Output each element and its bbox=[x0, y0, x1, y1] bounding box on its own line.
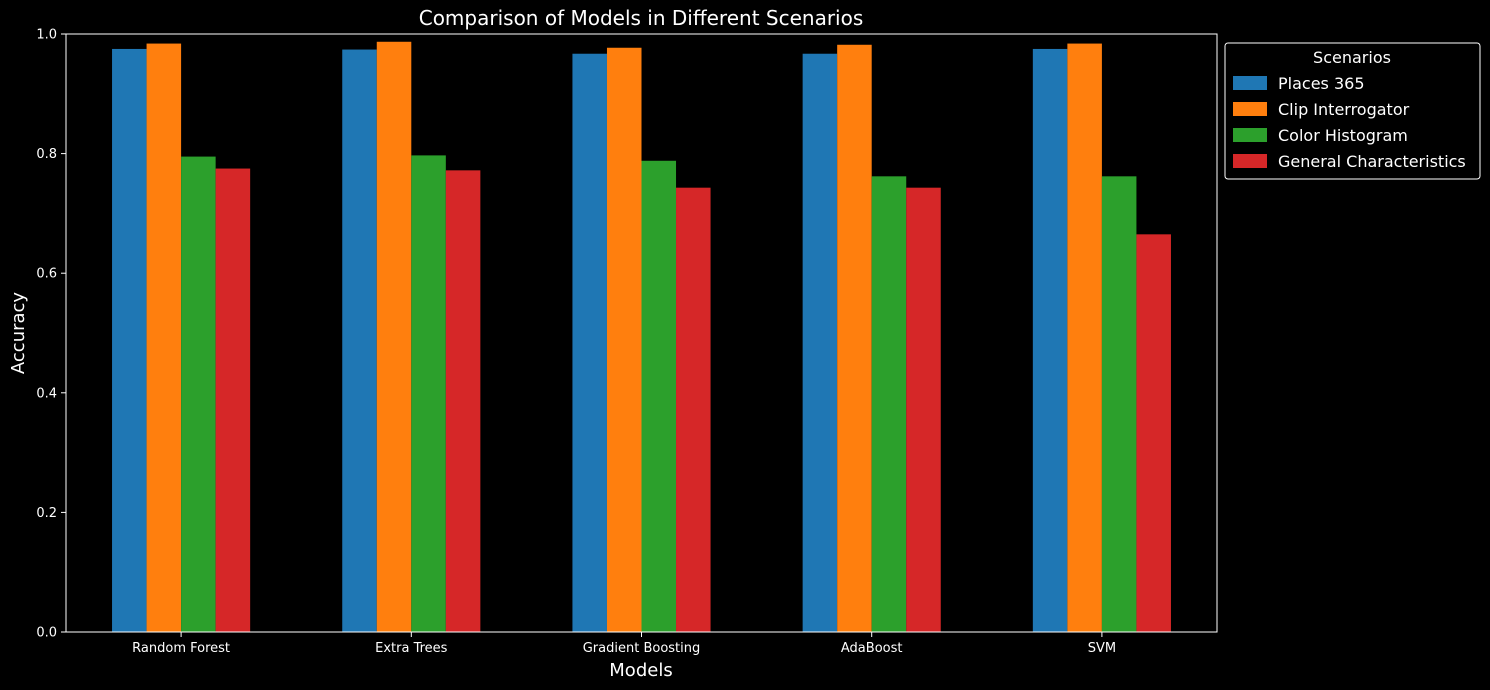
bar bbox=[146, 43, 182, 633]
bar bbox=[181, 156, 216, 632]
bars-group bbox=[112, 41, 1171, 633]
bar bbox=[837, 44, 872, 633]
legend-swatch bbox=[1233, 76, 1267, 90]
legend-label: Places 365 bbox=[1278, 74, 1365, 93]
bar bbox=[1136, 234, 1171, 632]
x-axis-label: Models bbox=[609, 660, 672, 681]
legend: Scenarios Places 365 Clip Interrogator Col… bbox=[1224, 42, 1481, 180]
bar bbox=[802, 53, 838, 632]
bar bbox=[572, 53, 607, 632]
bar bbox=[606, 47, 642, 632]
y-tick-label: 0.4 bbox=[36, 386, 57, 401]
y-tick-label: 0.8 bbox=[36, 147, 57, 162]
x-tick-label: SVM bbox=[1088, 641, 1116, 656]
bar bbox=[641, 160, 677, 632]
bar bbox=[342, 49, 377, 633]
legend-title: Scenarios bbox=[1313, 48, 1391, 67]
bar bbox=[906, 187, 941, 632]
legend-label: Color Histogram bbox=[1278, 126, 1408, 145]
y-tick-label: 0.6 bbox=[36, 267, 57, 282]
legend-swatch bbox=[1233, 154, 1267, 168]
bar bbox=[112, 48, 147, 632]
x-tick-label: Random Forest bbox=[132, 641, 230, 656]
y-axis-label: Accuracy bbox=[8, 292, 29, 375]
bar bbox=[411, 155, 446, 633]
y-tick-label: 1.0 bbox=[36, 28, 57, 43]
legend-swatch bbox=[1233, 128, 1267, 142]
bar bbox=[445, 170, 481, 632]
plot-frame bbox=[65, 33, 1218, 633]
legend-items: Places 365 Clip Interrogator Color Histogr… bbox=[1233, 74, 1466, 171]
bar bbox=[215, 168, 251, 633]
chart-title: Comparison of Models in Different Scenar… bbox=[419, 6, 864, 30]
bar bbox=[1101, 176, 1137, 632]
legend-frame bbox=[1224, 42, 1481, 180]
bar bbox=[1067, 43, 1102, 633]
y-tick-label: 0.0 bbox=[36, 626, 57, 641]
x-tick-label: AdaBoost bbox=[841, 641, 903, 656]
bar bbox=[676, 187, 711, 632]
axes-group: Random Forest Extra Trees Gradient Boostin… bbox=[36, 28, 1116, 657]
legend-label: Clip Interrogator bbox=[1278, 100, 1410, 119]
y-tick-label: 0.2 bbox=[36, 506, 57, 521]
bar bbox=[871, 176, 907, 632]
bar bbox=[1032, 48, 1068, 632]
bar bbox=[376, 41, 412, 633]
legend-label: General Characteristics bbox=[1278, 152, 1466, 171]
x-tick-label: Gradient Boosting bbox=[583, 641, 701, 656]
legend-swatch bbox=[1233, 102, 1267, 116]
x-tick-label: Extra Trees bbox=[375, 641, 448, 656]
